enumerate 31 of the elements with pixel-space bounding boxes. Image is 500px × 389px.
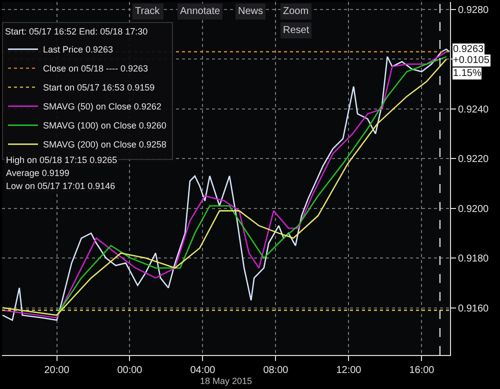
annotation: High on 05/18 17:15 0.9265 — [6, 155, 118, 165]
x-tick-label: 16:00 — [409, 365, 435, 376]
legend-label: SMAVG (100) on Close 0.9260 — [43, 120, 166, 131]
x-tick-label: 20:00 — [44, 365, 70, 376]
annotation: Annotate — [180, 6, 220, 17]
text: 0.9263 — [453, 44, 484, 55]
x-tick-label: 00:00 — [117, 365, 143, 376]
legend-label: Last Price 0.9263 — [43, 44, 114, 55]
legend-title: Start: 05/17 16:52 End: 05/18 17:30 — [5, 26, 148, 37]
text: 1.15% — [453, 68, 482, 79]
y-tick-label: 0.9180 — [458, 254, 490, 265]
annotation: Average 0.9199 — [6, 168, 70, 178]
y-tick-label: 0.9160 — [458, 303, 490, 314]
y-tick-label: 0.9240 — [458, 104, 490, 116]
annotation: Track — [135, 6, 161, 17]
legend-label: SMAVG (200) on Close 0.9258 — [43, 140, 166, 150]
legend-label: SMAVG (50) on Close 0.9262 — [43, 102, 162, 112]
legend-label: Close on 05/18 ---- 0.9263 — [43, 64, 148, 74]
legend-label: Start on 05/17 16:53 0.9159 — [43, 82, 155, 93]
x-tick-label: 08:00 — [263, 365, 289, 376]
y-tick-label: 0.9280 — [458, 4, 490, 16]
annotation: News — [238, 6, 264, 17]
y-tick-label: 0.9220 — [458, 154, 490, 166]
annotation: Reset — [283, 25, 310, 36]
text: +0.0105 — [453, 55, 490, 66]
x-axis-title: 18 May 2015 — [200, 376, 252, 386]
annotation: Zoom — [283, 6, 309, 17]
annotation: Low on 05/17 17:01 0.9146 — [6, 181, 116, 191]
x-tick-label: 12:00 — [336, 365, 362, 376]
x-tick-label: 04:00 — [190, 365, 216, 376]
y-tick-label: 0.9200 — [458, 204, 490, 215]
